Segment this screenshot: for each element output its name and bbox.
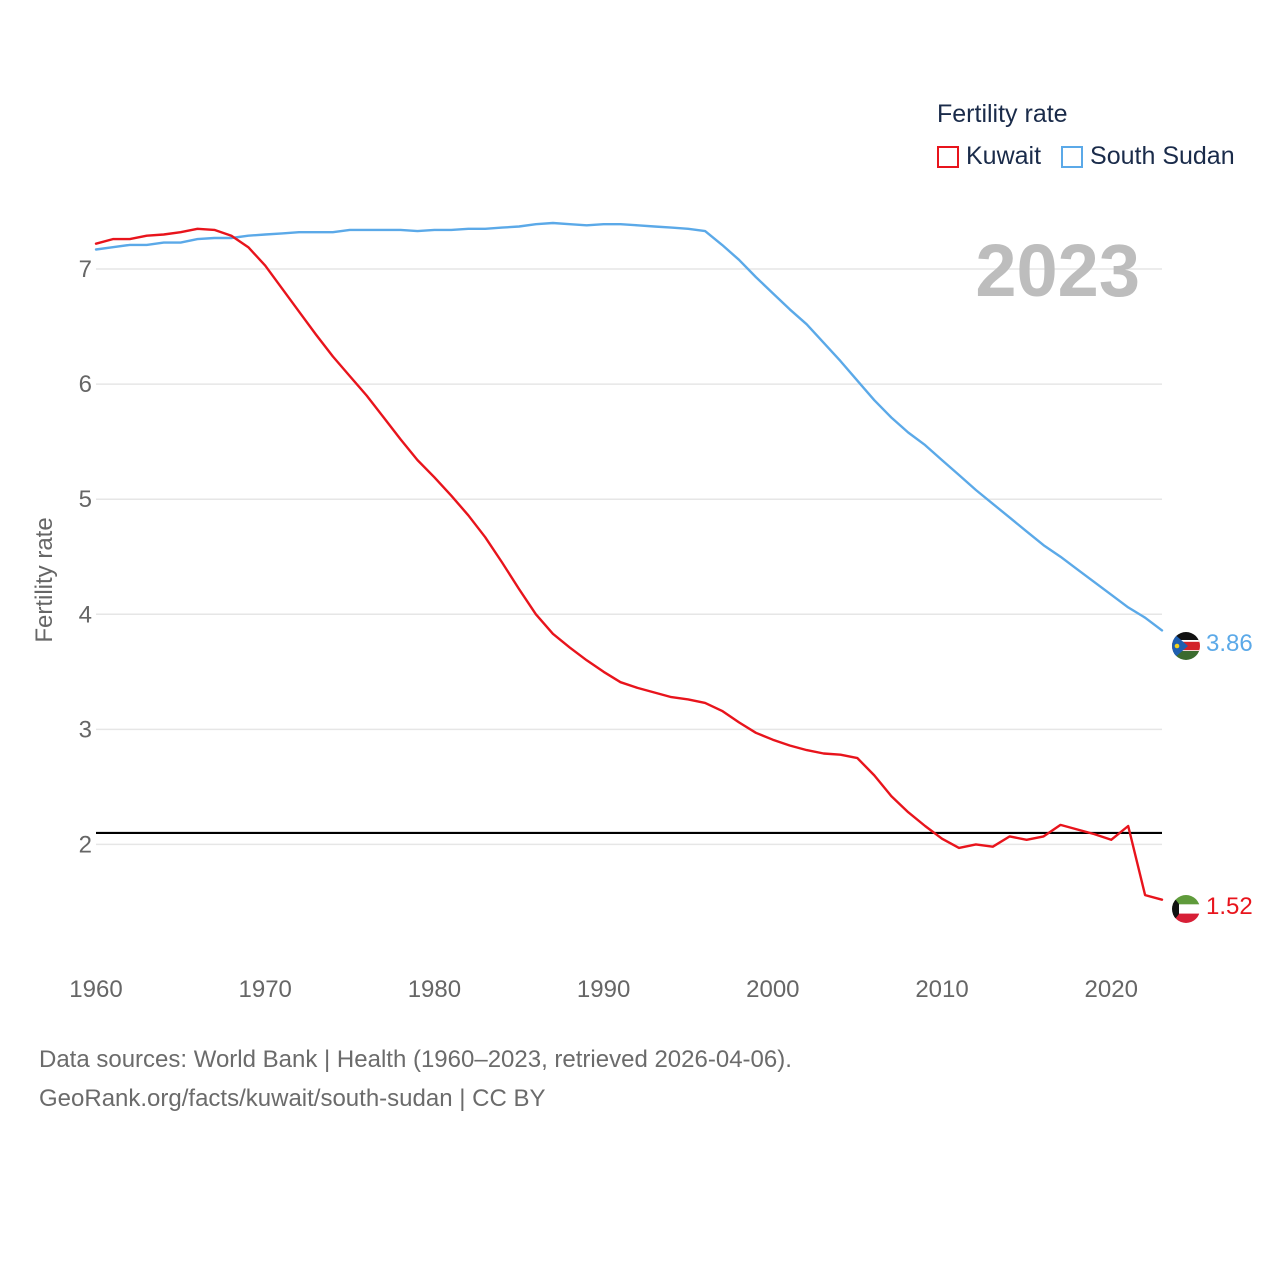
y-tick-label: 5 [79, 486, 92, 513]
legend-label-kuwait: Kuwait [966, 142, 1042, 170]
y-tick-label: 7 [79, 256, 92, 283]
x-tick-label: 1970 [239, 976, 292, 1003]
x-axis-ticks: 1960 1970 1980 1990 2000 2010 2020 [69, 976, 1138, 1003]
current-year-label: 2023 [975, 229, 1140, 312]
x-tick-label: 1990 [577, 976, 630, 1003]
legend-label-south-sudan: South Sudan [1090, 142, 1235, 170]
y-axis-label: Fertility rate [31, 517, 58, 642]
legend: Kuwait South Sudan [937, 142, 1255, 171]
footer-sources: Data sources: World Bank | Health (1960–… [39, 1046, 792, 1073]
y-tick-label: 4 [79, 601, 92, 628]
legend-swatch-kuwait [937, 145, 959, 168]
legend-item-kuwait[interactable]: Kuwait [937, 142, 1041, 171]
y-axis-ticks: 2 3 4 5 6 7 [79, 256, 92, 858]
legend-title: Fertility rate [937, 100, 1068, 128]
y-tick-label: 2 [79, 831, 92, 858]
series-line-south-sudan[interactable] [94, 221, 1164, 632]
south-sudan-flag-icon [1172, 632, 1200, 660]
legend-item-south-sudan[interactable]: South Sudan [1061, 142, 1235, 171]
x-tick-label: 1980 [408, 976, 461, 1003]
series-line-kuwait[interactable] [94, 227, 1164, 901]
x-tick-label: 2000 [746, 976, 799, 1003]
gridlines [96, 268, 1162, 846]
footer-attribution[interactable]: GeoRank.org/facts/kuwait/south-sudan | C… [39, 1085, 546, 1112]
series-layer [94, 221, 1164, 901]
legend-swatch-south-sudan [1061, 145, 1084, 168]
x-tick-label: 2020 [1085, 976, 1138, 1003]
end-value-south-sudan: 3.86 [1206, 630, 1253, 657]
x-tick-label: 1960 [69, 976, 122, 1003]
x-tick-label: 2010 [915, 976, 968, 1003]
y-tick-label: 6 [79, 371, 92, 398]
y-tick-label: 3 [79, 716, 92, 743]
end-value-kuwait: 1.52 [1206, 893, 1253, 920]
kuwait-flag-icon [1172, 895, 1200, 923]
